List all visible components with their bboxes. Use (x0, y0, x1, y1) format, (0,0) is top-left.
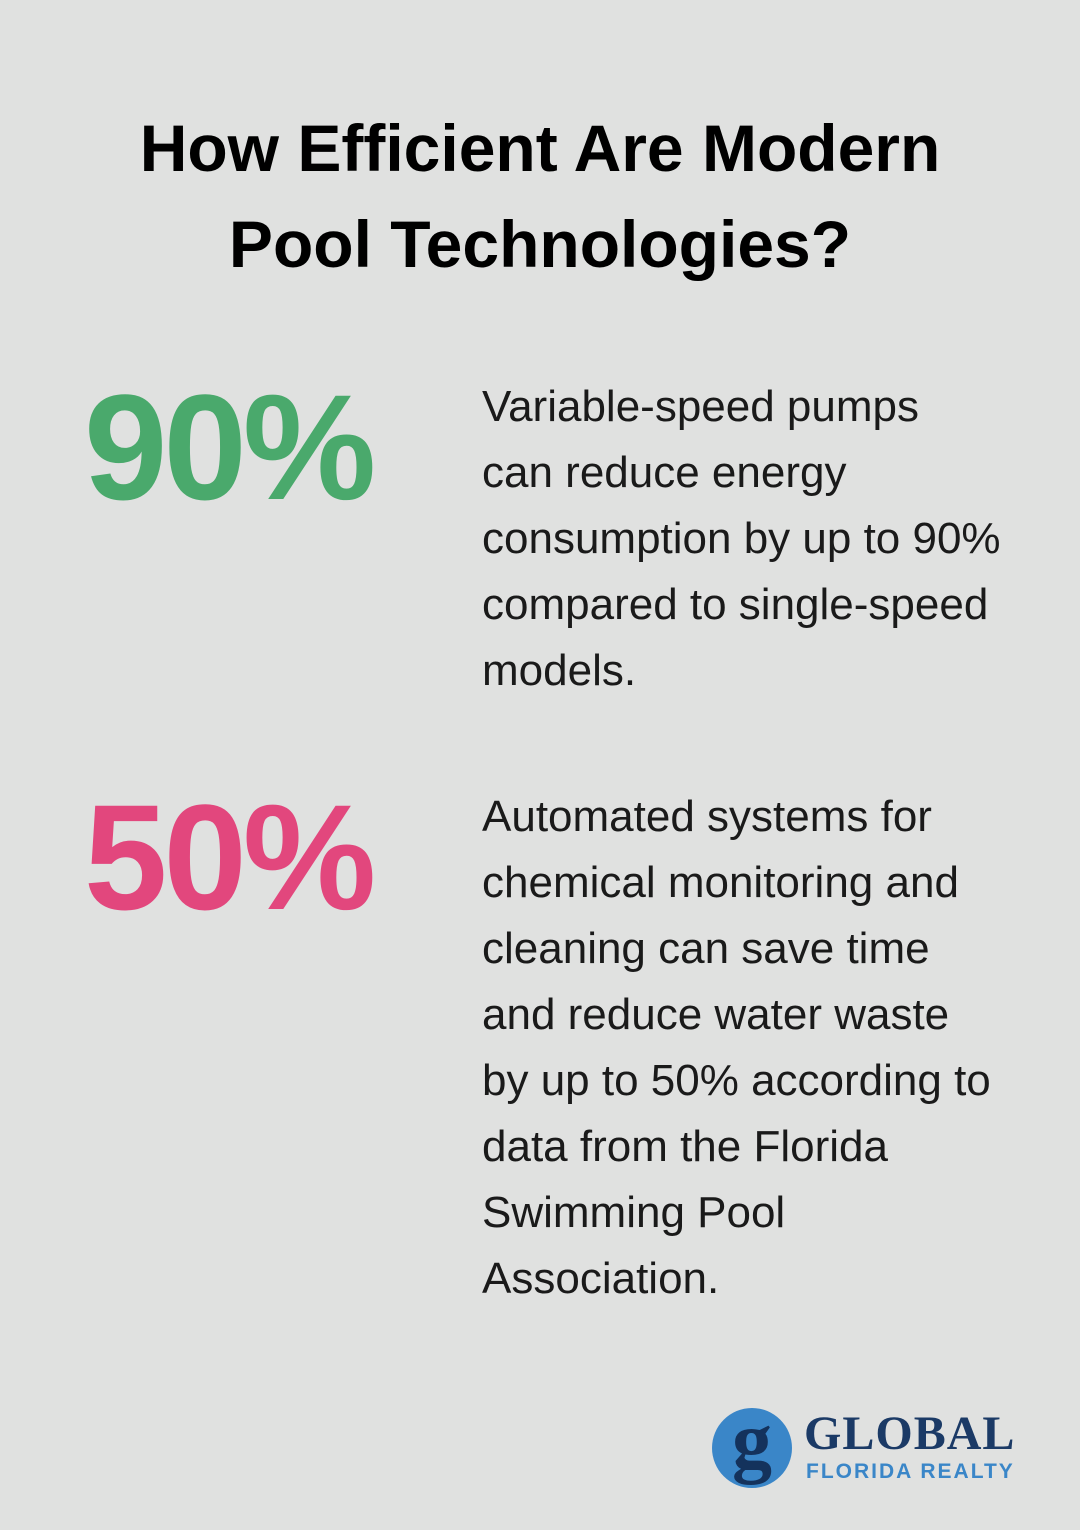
stat-text: Variable-speed pumps can reduce energy c… (482, 382, 1001, 695)
logo-name: GLOBAL (804, 1407, 1016, 1460)
stat-value: 90% (84, 363, 376, 531)
logo: g GLOBAL FLORIDA REALTY (712, 1401, 1042, 1488)
title: How Efficient Are Modern Pool Technologi… (139, 111, 941, 281)
stat-value: 50% (84, 773, 376, 941)
logo-mark: g (712, 1401, 792, 1488)
logo-tagline: FLORIDA REALTY (806, 1460, 1015, 1483)
stat-text: Automated systems for chemical monitorin… (482, 792, 991, 1303)
